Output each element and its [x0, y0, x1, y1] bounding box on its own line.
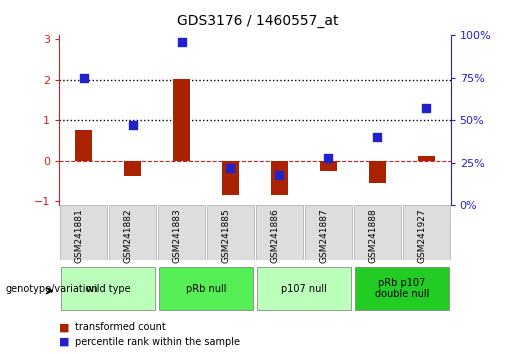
Bar — [173, 79, 190, 161]
FancyBboxPatch shape — [207, 205, 254, 260]
FancyBboxPatch shape — [256, 205, 303, 260]
FancyBboxPatch shape — [61, 267, 155, 310]
Text: GSM241887: GSM241887 — [319, 208, 329, 263]
FancyBboxPatch shape — [355, 267, 449, 310]
Point — [128, 122, 136, 128]
FancyBboxPatch shape — [158, 205, 205, 260]
Text: p107 null: p107 null — [281, 284, 327, 293]
Bar — [75, 131, 92, 161]
Text: percentile rank within the sample: percentile rank within the sample — [75, 337, 239, 347]
Text: pRb p107
double null: pRb p107 double null — [374, 278, 429, 299]
FancyBboxPatch shape — [60, 205, 107, 260]
Text: GDS3176 / 1460557_at: GDS3176 / 1460557_at — [177, 14, 338, 28]
Text: GSM241888: GSM241888 — [368, 208, 377, 263]
FancyBboxPatch shape — [305, 205, 352, 260]
Bar — [369, 161, 386, 183]
Bar — [124, 161, 141, 176]
FancyBboxPatch shape — [109, 205, 156, 260]
Text: pRb null: pRb null — [186, 284, 226, 293]
Text: GSM241885: GSM241885 — [221, 208, 230, 263]
Text: GSM241927: GSM241927 — [417, 208, 426, 263]
FancyBboxPatch shape — [403, 205, 450, 260]
Text: genotype/variation: genotype/variation — [5, 284, 98, 293]
Text: wild type: wild type — [86, 284, 130, 293]
Text: transformed count: transformed count — [75, 322, 165, 332]
Bar — [418, 156, 435, 161]
Text: GSM241883: GSM241883 — [173, 208, 181, 263]
Point — [79, 75, 88, 81]
Text: ■: ■ — [59, 322, 70, 332]
Point — [324, 155, 333, 161]
Point — [422, 105, 430, 111]
FancyBboxPatch shape — [354, 205, 401, 260]
Point — [226, 165, 234, 171]
Text: GSM241886: GSM241886 — [270, 208, 279, 263]
Point — [275, 172, 283, 178]
FancyBboxPatch shape — [257, 267, 351, 310]
Bar — [222, 161, 239, 195]
Text: ■: ■ — [59, 337, 70, 347]
FancyBboxPatch shape — [159, 267, 253, 310]
Bar — [320, 161, 337, 171]
Text: GSM241882: GSM241882 — [124, 208, 133, 263]
Point — [373, 135, 381, 140]
Bar — [271, 161, 288, 195]
Text: GSM241881: GSM241881 — [75, 208, 83, 263]
Point — [177, 39, 185, 45]
